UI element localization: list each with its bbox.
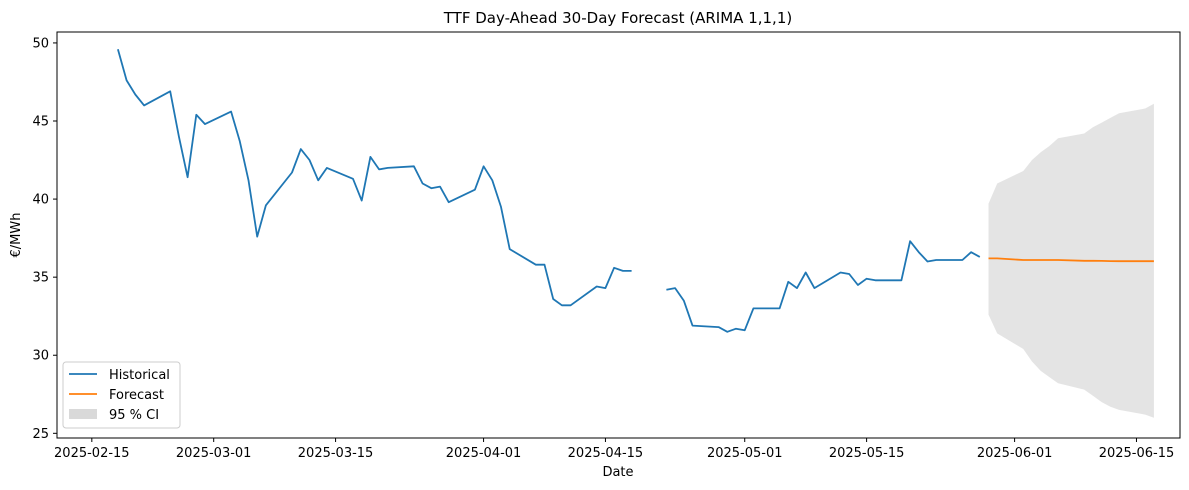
legend-ci-label: 95 % CI [109,408,159,423]
y-tick-label: 45 [32,115,49,130]
plot-frame [56,31,1181,439]
plot-area [117,48,1154,418]
legend-historical-label: Historical [109,368,170,383]
y-tick-label: 25 [32,427,49,442]
x-tick-label: 2025-04-01 [446,446,522,461]
historical-line-segment-1 [666,240,981,333]
x-tick-label: 2025-02-15 [54,446,130,461]
x-tick-label: 2025-05-15 [829,446,905,461]
y-tick-label: 40 [32,193,49,208]
x-axis-title: Date [602,465,633,480]
forecast-line-segment-0 [988,257,1154,263]
legend-ci-swatch [69,409,97,419]
historical-line-segment-0 [117,48,632,307]
legend-forecast-label: Forecast [109,388,164,403]
x-tick-label: 2025-05-01 [707,446,783,461]
x-tick-label: 2025-03-01 [176,446,252,461]
legend: Historical Forecast 95 % CI [62,361,181,429]
x-tick-label: 2025-04-15 [568,446,644,461]
x-tick-label: 2025-06-15 [1099,446,1175,461]
y-tick-label: 50 [32,36,49,51]
y-tick-label: 30 [32,349,49,364]
y-axis: 25 30 35 40 45 50 [32,36,57,442]
x-axis: 2025-02-15 2025-03-01 2025-03-15 2025-04-01… [54,438,1174,461]
chart-title: TTF Day-Ahead 30-Day Forecast (ARIMA 1,1… [443,9,792,27]
y-axis-title: €/MWh [9,213,24,258]
x-tick-label: 2025-06-01 [977,446,1053,461]
x-tick-label: 2025-03-15 [298,446,374,461]
y-tick-label: 35 [32,271,49,286]
